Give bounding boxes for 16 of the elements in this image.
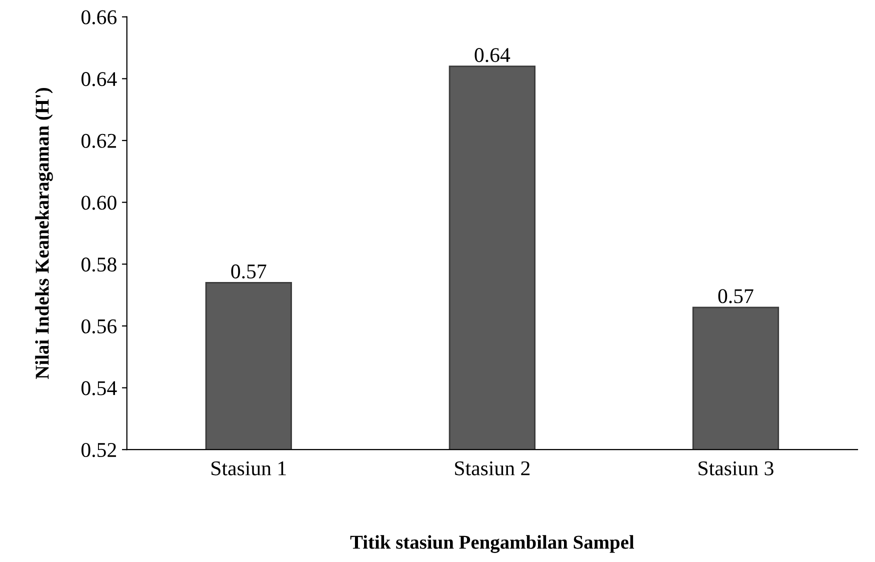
y-tick-label: 0.60 xyxy=(81,196,116,210)
x-tick-label: Stasiun 1 xyxy=(212,461,286,476)
y-tick-label: 0.58 xyxy=(81,258,116,272)
data-label: 0.57 xyxy=(231,264,266,279)
y-tick-label: 0.56 xyxy=(81,319,117,334)
y-axis-title: Nilai Indeks Keanekaragaman (H') xyxy=(35,88,53,379)
y-tick-label: 0.66 xyxy=(81,10,117,24)
data-label: 0.64 xyxy=(474,48,510,62)
x-tick-label: Stasiun 2 xyxy=(455,461,530,476)
y-tick-label: 0.54 xyxy=(81,381,117,396)
y-tick-label: 0.62 xyxy=(81,134,116,148)
data-label: 0.57 xyxy=(718,289,754,304)
y-tick-label: 0.64 xyxy=(81,72,117,86)
x-axis-title: Titik stasiun Pengambilan Sampel xyxy=(350,535,634,553)
y-tick-label: 0.52 xyxy=(81,442,116,458)
x-tick-label: Stasiun 3 xyxy=(698,461,774,476)
